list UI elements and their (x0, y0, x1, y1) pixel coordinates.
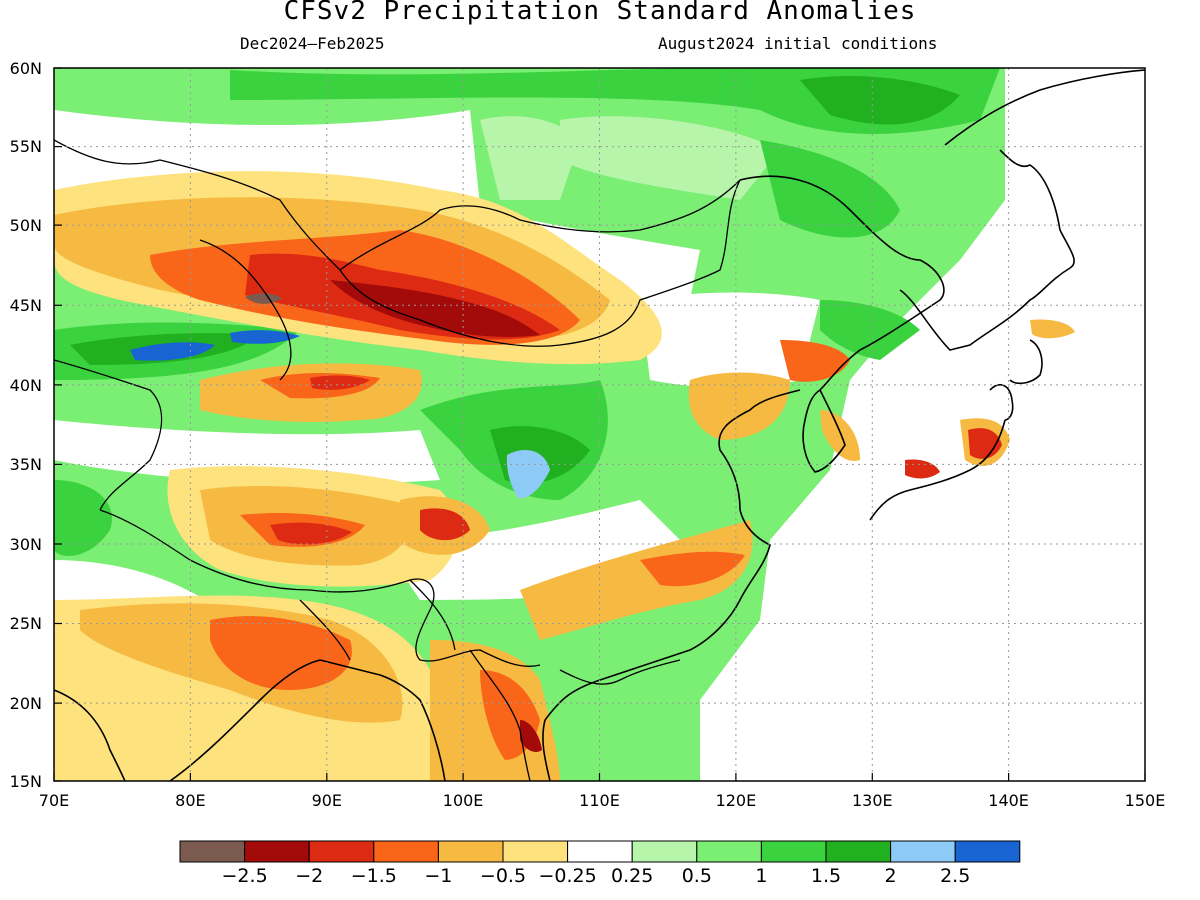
colorbar-swatch (696, 840, 762, 863)
lon-tick-label: 90E (312, 791, 342, 810)
lat-tick-label: 30N (10, 535, 42, 554)
colorbar-label: −0.25 (538, 865, 596, 887)
colorbar-label: 2 (885, 865, 897, 887)
lat-tick-label: 20N (10, 694, 42, 713)
lat-tick-label: 60N (10, 59, 42, 78)
axis-ticks (53, 67, 1146, 782)
lon-tick-label: 130E (852, 791, 893, 810)
lat-tick-label: 35N (10, 455, 42, 474)
lon-tick-label: 100E (443, 791, 484, 810)
longitude-axis: 70E 80E 90E 100E 110E 120E 130E 140E 150… (39, 791, 1166, 810)
colorbar-label: 0.5 (682, 865, 712, 887)
lon-tick-label: 150E (1125, 791, 1166, 810)
coastlines (54, 69, 1145, 781)
latitude-axis: 15N 20N 25N 30N 35N 40N 45N 50N 55N 60N (10, 59, 42, 791)
colorbar: −2.5 −2 −1.5 −1 −0.5 −0.25 0.25 0.5 1 1.… (179, 840, 1021, 887)
colorbar-label: 1 (755, 865, 767, 887)
colorbar-swatch (437, 840, 504, 863)
borders (54, 139, 741, 781)
lat-tick-label: 25N (10, 614, 42, 633)
lon-tick-label: 80E (175, 791, 205, 810)
colorbar-swatch (308, 840, 375, 863)
colorbar-swatch (890, 840, 956, 863)
colorbar-label: 2.5 (940, 865, 970, 887)
chart-title: CFSv2 Precipitation Standard Anomalies (283, 0, 917, 26)
colorbar-label: −1.5 (351, 865, 397, 887)
lat-tick-label: 15N (10, 772, 42, 791)
lon-tick-label: 120E (716, 791, 757, 810)
lon-tick-label: 110E (579, 791, 620, 810)
colorbar-label: 1.5 (811, 865, 841, 887)
initial-conditions-label: August2024 initial conditions (658, 34, 938, 53)
lat-tick-label: 40N (10, 376, 42, 395)
colorbar-label: −1 (424, 865, 452, 887)
colorbar-swatch (954, 840, 1021, 863)
colorbar-label: −2 (295, 865, 323, 887)
colorbar-label: −0.5 (480, 865, 526, 887)
lon-tick-label: 70E (39, 791, 69, 810)
lat-tick-label: 55N (10, 137, 42, 156)
colorbar-swatch (567, 840, 633, 863)
lat-tick-label: 50N (10, 216, 42, 235)
colorbar-swatch (373, 840, 439, 863)
colorbar-swatch (825, 840, 892, 863)
colorbar-swatch (244, 840, 310, 863)
lat-tick-label: 45N (10, 296, 42, 315)
colorbar-swatch (179, 840, 246, 863)
season-label: Dec2024–Feb2025 (240, 34, 385, 53)
colorbar-swatch (760, 840, 827, 863)
colorbar-label: −2.5 (222, 865, 268, 887)
colorbar-swatch (631, 840, 698, 863)
colorbar-swatch (502, 840, 569, 863)
colorbar-label: 0.25 (611, 865, 653, 887)
lon-tick-label: 140E (988, 791, 1029, 810)
anomaly-field (54, 68, 1145, 781)
gridlines (54, 68, 1145, 781)
